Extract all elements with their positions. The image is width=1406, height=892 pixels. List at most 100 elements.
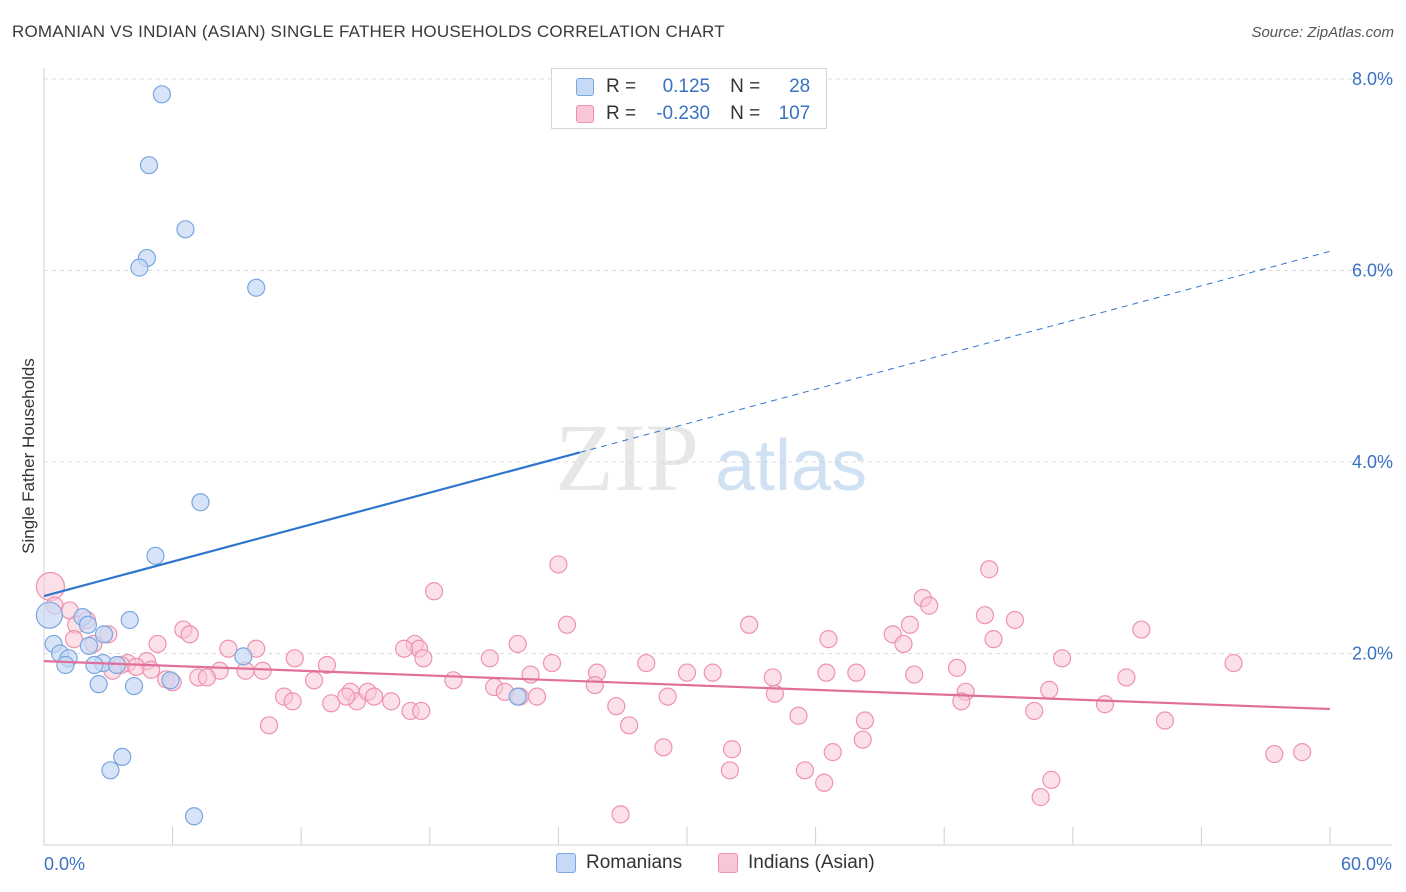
indian-point — [677, 663, 697, 682]
indian-point — [364, 687, 384, 706]
indian-point — [894, 634, 913, 654]
watermark-zip: ZIP — [555, 404, 699, 511]
indian-point — [952, 692, 971, 711]
indian-point — [980, 560, 999, 579]
indian-point — [1042, 770, 1061, 789]
romanian-point — [508, 687, 527, 706]
indian-point — [1293, 743, 1312, 762]
romanian-point — [85, 655, 104, 675]
n-value: 107 — [778, 103, 811, 124]
indian-point — [654, 738, 673, 757]
romanians-swatch — [576, 78, 594, 96]
axis-layer: 2.0% 4.0% 6.0% 8.0% — [43, 68, 1393, 846]
romanian-point — [101, 761, 120, 780]
indian-point — [855, 711, 874, 730]
indian-point — [64, 630, 84, 649]
romanian-point — [139, 156, 159, 175]
indian-point — [740, 615, 759, 634]
romanian-point — [152, 85, 171, 104]
indian-point — [1040, 680, 1059, 699]
indian-point — [317, 655, 337, 675]
indian-point — [304, 671, 324, 690]
romanian-point — [56, 655, 75, 675]
indian-trend-line — [43, 660, 1331, 711]
indian-point — [414, 649, 433, 668]
legend-row-romanians: R = 0.125 N = 28 — [576, 75, 810, 99]
indians-legend-label: Indians (Asian) — [748, 852, 875, 873]
indian-point — [549, 555, 568, 574]
indian-point — [823, 743, 842, 762]
indian-point — [424, 582, 444, 601]
indian-point — [763, 668, 782, 687]
romanian-point — [184, 807, 204, 826]
indian-point — [508, 634, 527, 654]
indians-legend-swatch — [718, 853, 738, 873]
indian-point — [219, 639, 238, 658]
indian-point — [283, 692, 302, 711]
indian-point — [611, 805, 630, 824]
source-label: Source: ZipAtlas.com — [1251, 24, 1394, 41]
grid-layer — [44, 78, 1392, 654]
r-value: 0.125 — [662, 76, 711, 97]
romanian-point — [176, 220, 195, 239]
y-tick-label: 8.0% — [1352, 69, 1393, 89]
indian-point — [795, 761, 814, 780]
indian-point — [905, 665, 924, 684]
indian-point — [658, 687, 677, 706]
indian-point — [127, 657, 146, 677]
r-label: R = — [606, 103, 637, 124]
indian-point — [1025, 701, 1044, 721]
n-label: N = — [730, 103, 761, 124]
indian-point — [620, 716, 639, 735]
romanians-legend-label: Romanians — [586, 852, 683, 873]
indian-point — [557, 615, 577, 634]
indian-point — [920, 596, 939, 615]
indian-point — [1155, 711, 1175, 730]
indian-point — [607, 697, 626, 716]
indian-point — [789, 706, 808, 725]
x-tick-label-max: 60.0% — [1341, 854, 1392, 874]
indian-point — [720, 761, 739, 780]
indian-point — [853, 730, 872, 749]
romanian-trend-line — [43, 451, 581, 598]
romanian-point — [94, 625, 114, 644]
legend-row-indians: R = -0.230 N = 107 — [576, 102, 810, 126]
indian-point — [847, 663, 866, 682]
indian-point — [1005, 610, 1025, 630]
romanian-trend-projection — [579, 250, 1331, 453]
points-layer — [35, 85, 1312, 826]
indian-point — [259, 716, 279, 735]
r-label: R = — [606, 76, 637, 97]
romanian-point — [234, 647, 253, 666]
n-label: N = — [730, 76, 761, 97]
indian-point — [984, 630, 1003, 649]
indian-point — [637, 653, 656, 673]
indian-point — [975, 606, 995, 625]
indian-point — [585, 675, 604, 695]
bottom-legend-romanians[interactable]: Romanians — [556, 852, 682, 874]
indian-point — [947, 658, 967, 677]
indian-point — [1095, 695, 1115, 714]
y-tick-label: 4.0% — [1352, 452, 1393, 472]
indians-swatch — [576, 105, 594, 123]
indian-point — [412, 701, 431, 721]
indian-point — [35, 571, 66, 602]
romanian-point — [35, 601, 63, 629]
x-tick-label-min: 0.0% — [44, 854, 85, 874]
indian-point — [703, 663, 722, 682]
romanian-point — [146, 546, 165, 565]
romanian-point — [78, 615, 98, 634]
bottom-legend-indians[interactable]: Indians (Asian) — [718, 852, 875, 874]
indian-point — [1117, 668, 1136, 687]
indian-point — [722, 740, 742, 759]
indian-point — [1052, 649, 1072, 668]
romanian-point — [113, 747, 132, 767]
y-tick-label: 2.0% — [1352, 644, 1393, 664]
indian-point — [180, 625, 199, 644]
romanian-point — [247, 278, 266, 297]
romanian-point — [191, 493, 210, 512]
romanian-point — [89, 675, 108, 694]
y-axis-label: Single Father Households — [19, 358, 38, 554]
indian-point — [285, 649, 304, 668]
